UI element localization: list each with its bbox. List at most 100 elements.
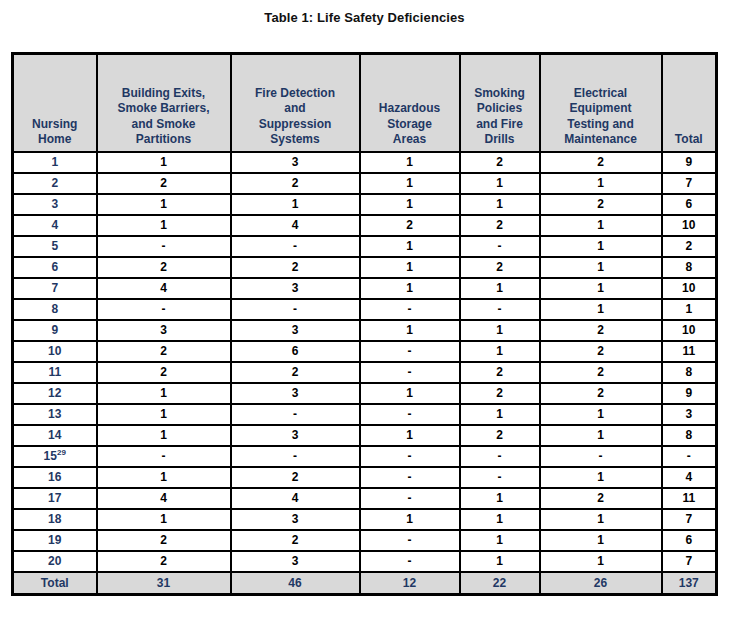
deficiency-count-cell: 2	[460, 152, 540, 173]
nursing-home-cell: 1	[13, 152, 97, 173]
deficiency-count-cell: 1	[540, 215, 662, 236]
nursing-home-cell: 6	[13, 257, 97, 278]
row-total-cell: 7	[662, 551, 717, 572]
deficiency-count-cell: 3	[231, 551, 360, 572]
deficiency-count-cell: 2	[97, 551, 231, 572]
deficiency-count-cell: -	[231, 404, 360, 425]
deficiency-count-cell: -	[460, 236, 540, 257]
deficiency-count-cell: 2	[360, 215, 460, 236]
row-total-cell: 2	[662, 236, 717, 257]
row-total-cell: -	[662, 446, 717, 467]
deficiency-count-cell: 1	[460, 173, 540, 194]
deficiency-count-cell: -	[231, 446, 360, 467]
deficiency-count-cell: 2	[231, 467, 360, 488]
deficiency-count-cell: 1	[540, 551, 662, 572]
deficiency-count-cell: -	[360, 446, 460, 467]
column-total-cell: 12	[360, 572, 460, 595]
nursing-home-cell: 7	[13, 278, 97, 299]
deficiency-count-cell: 2	[231, 530, 360, 551]
nursing-home-cell: 16	[13, 467, 97, 488]
deficiency-count-cell: 1	[360, 173, 460, 194]
row-total-cell: 1	[662, 299, 717, 320]
deficiency-count-cell: -	[97, 299, 231, 320]
deficiency-count-cell: 1	[460, 551, 540, 572]
table-row: 1122-228	[13, 362, 717, 383]
nursing-home-cell: 12	[13, 383, 97, 404]
deficiency-count-cell: 2	[540, 383, 662, 404]
row-total-cell: 4	[662, 467, 717, 488]
deficiency-count-cell: -	[360, 341, 460, 362]
deficiency-count-cell: 1	[460, 488, 540, 509]
column-header-4: Smoking Policies and Fire Drills	[460, 54, 540, 152]
life-safety-deficiencies-table: Nursing HomeBuilding Exits, Smoke Barrie…	[11, 52, 718, 596]
row-total-cell: 10	[662, 278, 717, 299]
deficiency-count-cell: 2	[97, 362, 231, 383]
row-total-cell: 3	[662, 404, 717, 425]
deficiency-count-cell: 4	[231, 488, 360, 509]
table-row: 2023-117	[13, 551, 717, 572]
table-row: 74311110	[13, 278, 717, 299]
nursing-home-cell: 9	[13, 320, 97, 341]
column-header-2: Fire Detection and Suppression Systems	[231, 54, 360, 152]
table-row: 3111126	[13, 194, 717, 215]
deficiency-count-cell: 2	[540, 362, 662, 383]
column-header-1: Building Exits, Smoke Barriers, and Smok…	[97, 54, 231, 152]
table-header: Nursing HomeBuilding Exits, Smoke Barrie…	[13, 54, 717, 152]
nursing-home-cell: 1529	[13, 446, 97, 467]
deficiency-count-cell: 2	[231, 257, 360, 278]
table-row: 1026-1211	[13, 341, 717, 362]
table-row: 1529------	[13, 446, 717, 467]
table-row: 14131218	[13, 425, 717, 446]
deficiency-count-cell: 2	[97, 173, 231, 194]
column-total-cell: 46	[231, 572, 360, 595]
deficiency-count-cell: 1	[97, 383, 231, 404]
deficiency-count-cell: 1	[540, 173, 662, 194]
grand-total-cell: 137	[662, 572, 717, 595]
deficiency-count-cell: 3	[231, 509, 360, 530]
column-total-cell: 31	[97, 572, 231, 595]
header-row: Nursing HomeBuilding Exits, Smoke Barrie…	[13, 54, 717, 152]
nursing-home-cell: 20	[13, 551, 97, 572]
deficiency-count-cell: 1	[360, 425, 460, 446]
deficiency-count-cell: 1	[360, 152, 460, 173]
deficiency-count-cell: 1	[460, 278, 540, 299]
row-total-cell: 9	[662, 152, 717, 173]
deficiency-count-cell: -	[360, 404, 460, 425]
deficiency-count-cell: 1	[97, 509, 231, 530]
deficiency-count-cell: 2	[231, 362, 360, 383]
deficiency-count-cell: 2	[97, 341, 231, 362]
deficiency-count-cell: 1	[360, 194, 460, 215]
deficiency-count-cell: 2	[97, 257, 231, 278]
table-row: 1612--14	[13, 467, 717, 488]
deficiency-count-cell: -	[360, 362, 460, 383]
footnote-ref: 29	[57, 448, 66, 457]
column-header-6: Total	[662, 54, 717, 152]
nursing-home-cell: 18	[13, 509, 97, 530]
row-total-cell: 6	[662, 530, 717, 551]
table-row: 93311210	[13, 320, 717, 341]
deficiency-count-cell: 1	[360, 320, 460, 341]
row-total-cell: 7	[662, 509, 717, 530]
deficiency-count-cell: 2	[460, 215, 540, 236]
row-total-cell: 8	[662, 362, 717, 383]
deficiency-count-cell: 3	[231, 320, 360, 341]
deficiency-count-cell: 1	[540, 467, 662, 488]
table-row: 1744-1211	[13, 488, 717, 509]
deficiency-count-cell: 1	[97, 404, 231, 425]
table-row: 12131229	[13, 383, 717, 404]
deficiency-count-cell: 1	[540, 278, 662, 299]
deficiency-count-cell: 1	[360, 257, 460, 278]
row-total-cell: 6	[662, 194, 717, 215]
row-total-cell: 9	[662, 383, 717, 404]
deficiency-count-cell: 2	[460, 383, 540, 404]
deficiency-count-cell: 2	[540, 341, 662, 362]
total-row: Total3146122226137	[13, 572, 717, 595]
deficiency-count-cell: 2	[460, 425, 540, 446]
deficiency-count-cell: 3	[231, 383, 360, 404]
deficiency-count-cell: 4	[231, 215, 360, 236]
deficiency-count-cell: -	[460, 446, 540, 467]
nursing-home-cell: 4	[13, 215, 97, 236]
deficiency-count-cell: 1	[360, 509, 460, 530]
deficiency-count-cell: -	[231, 236, 360, 257]
row-total-cell: 7	[662, 173, 717, 194]
